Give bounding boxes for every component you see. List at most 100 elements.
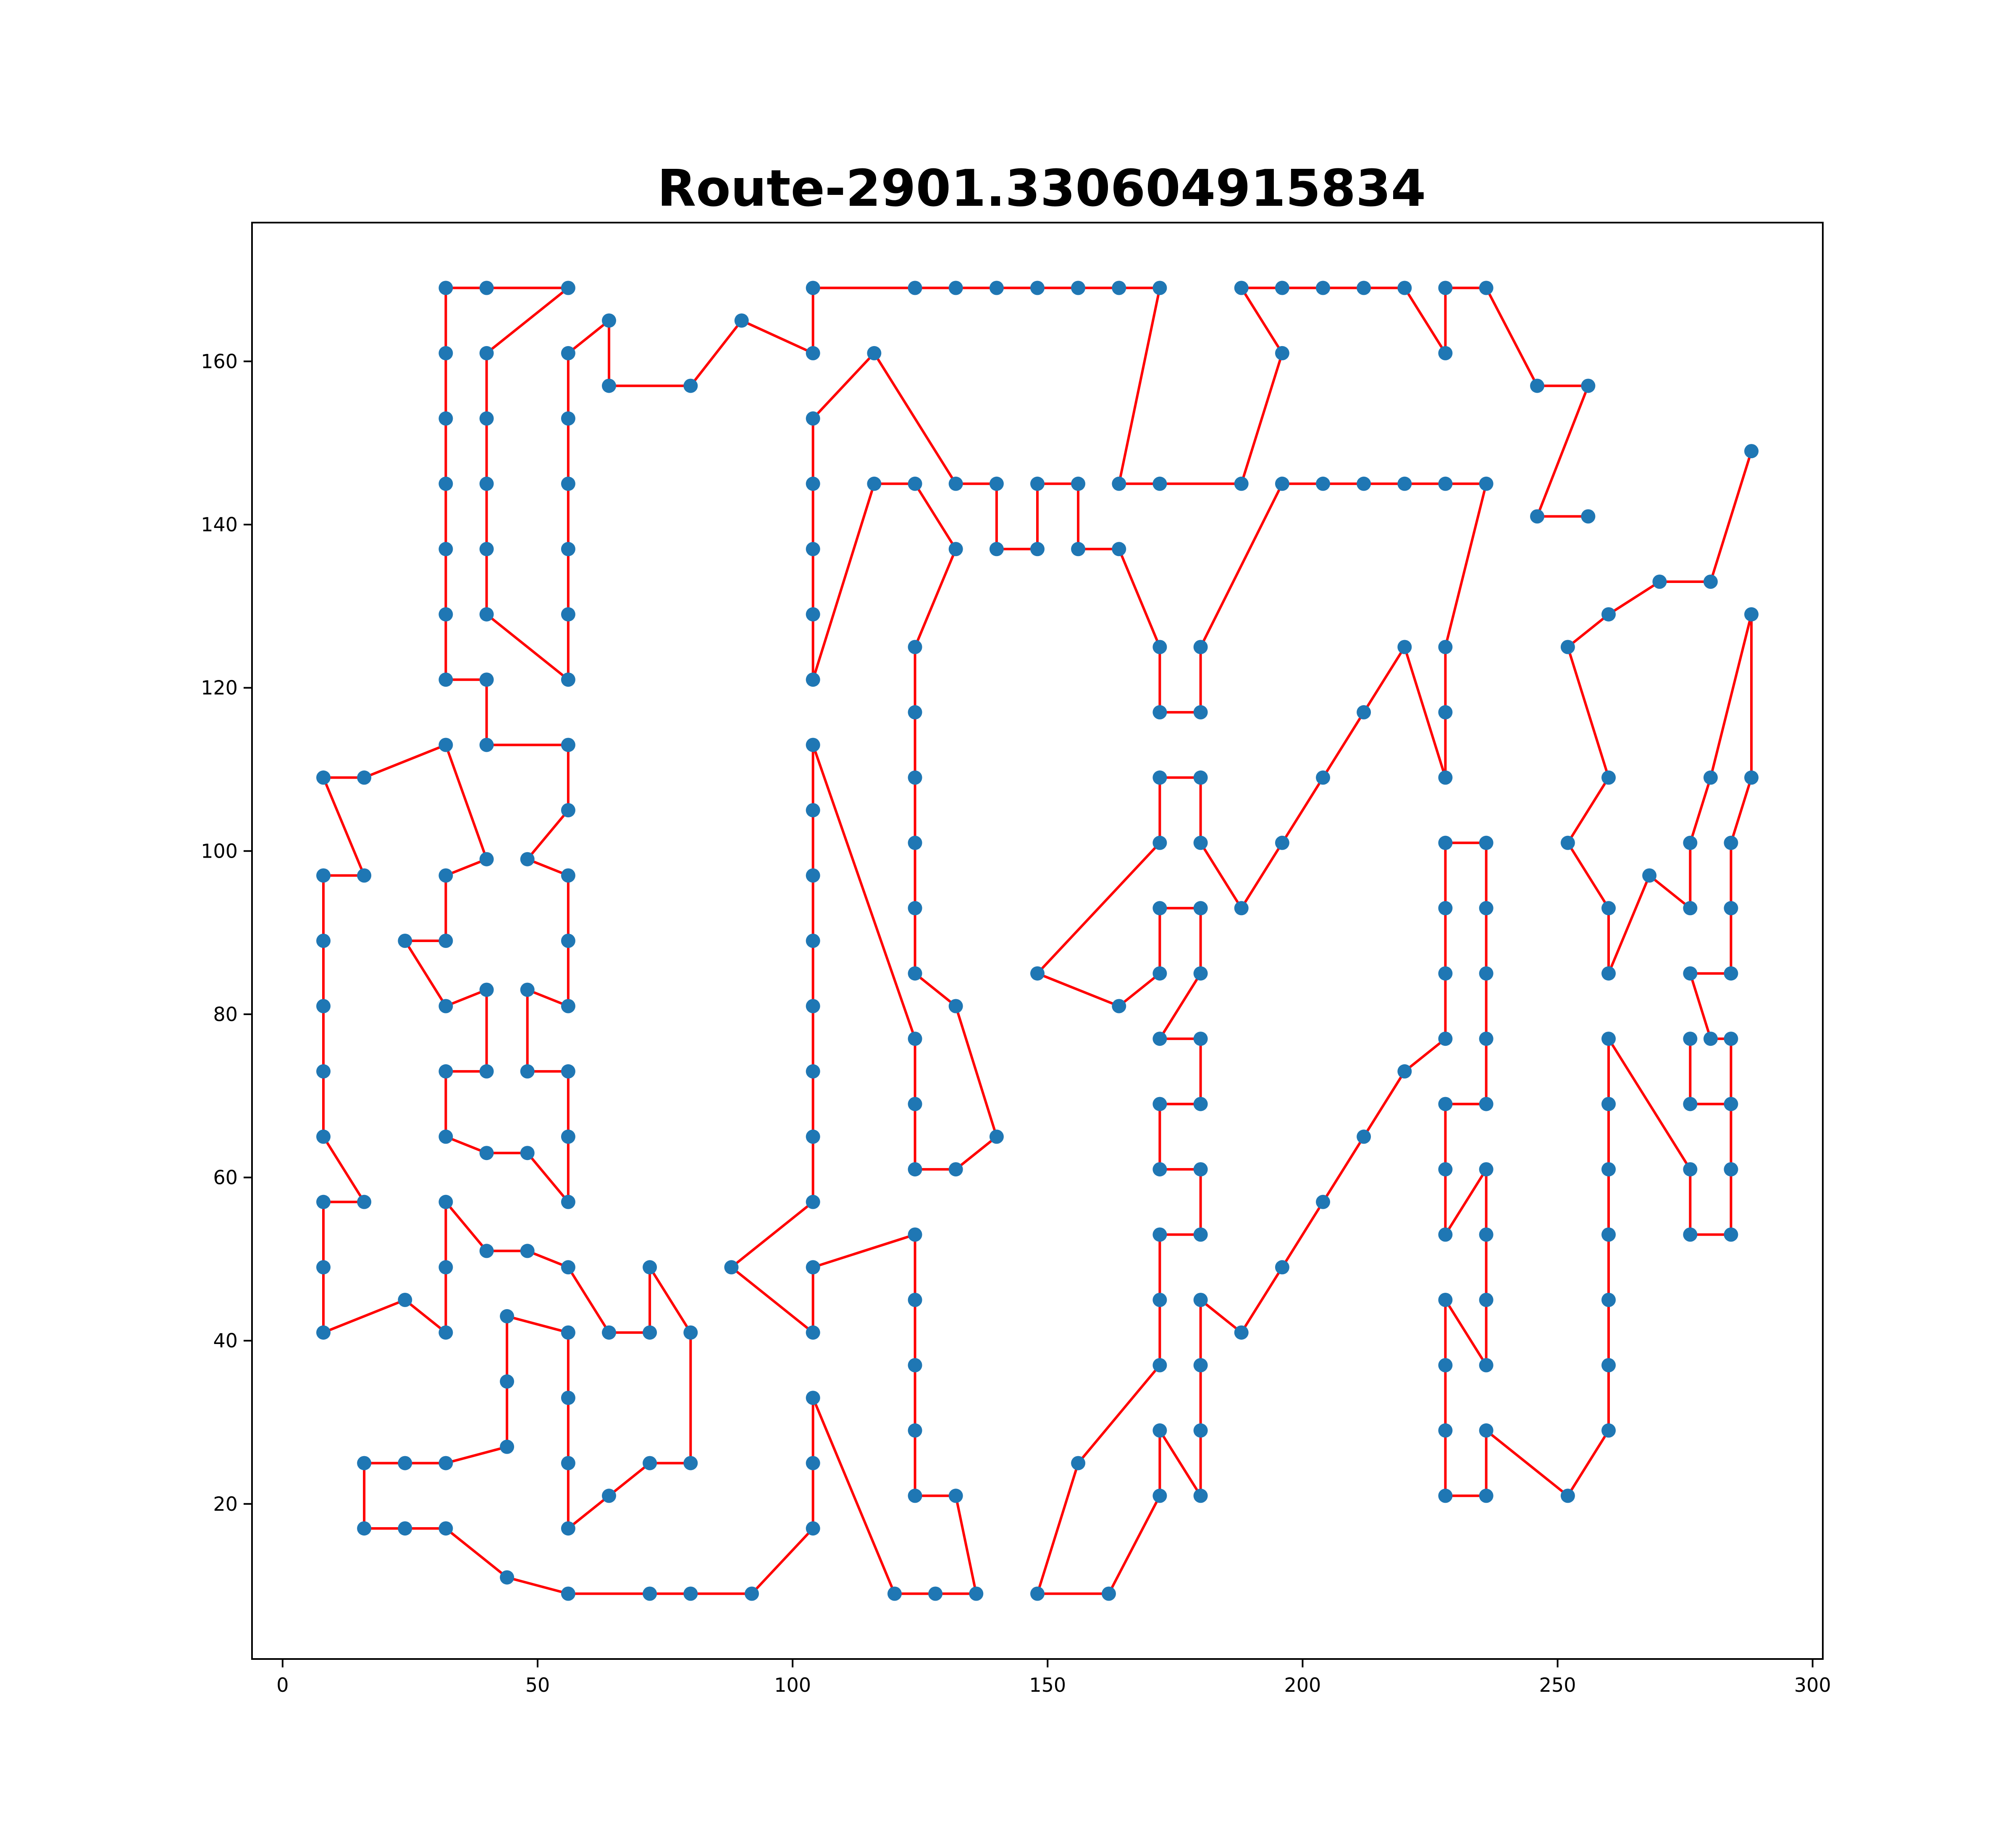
route-point bbox=[1234, 281, 1249, 295]
route-point bbox=[1357, 476, 1371, 491]
x-tick-label: 150 bbox=[1029, 1674, 1066, 1696]
route-point bbox=[1601, 1423, 1616, 1438]
route-point bbox=[1152, 1097, 1167, 1111]
route-point bbox=[1703, 575, 1718, 589]
route-point bbox=[316, 1325, 331, 1340]
route-point bbox=[908, 476, 922, 491]
route-point bbox=[1724, 1227, 1738, 1242]
route-point bbox=[908, 1032, 922, 1046]
route-point bbox=[806, 1325, 820, 1340]
route-point bbox=[316, 770, 331, 785]
route-point bbox=[1683, 1097, 1698, 1111]
route-point bbox=[561, 411, 575, 426]
route-point bbox=[1601, 1227, 1616, 1242]
route-point bbox=[683, 1325, 698, 1340]
route-point bbox=[1193, 1488, 1208, 1503]
route-point bbox=[1193, 1358, 1208, 1373]
route-point bbox=[928, 1586, 943, 1601]
route-point bbox=[1275, 1260, 1289, 1275]
route-point bbox=[1683, 1227, 1698, 1242]
route-point bbox=[806, 1391, 820, 1405]
route-point bbox=[806, 607, 820, 622]
route-point bbox=[1438, 1293, 1453, 1307]
route-point bbox=[438, 738, 453, 752]
route-point bbox=[316, 1064, 331, 1079]
route-point bbox=[561, 803, 575, 818]
route-point bbox=[908, 1162, 922, 1177]
route-point bbox=[806, 672, 820, 687]
route-point bbox=[1071, 281, 1086, 295]
route-point bbox=[1275, 346, 1289, 360]
route-point bbox=[908, 1293, 922, 1307]
route-point bbox=[398, 1521, 412, 1536]
x-axis: 0 50 100 150 200 250 300 bbox=[276, 1659, 1831, 1696]
route-point bbox=[1152, 966, 1167, 981]
route-point bbox=[1479, 1227, 1494, 1242]
route-point bbox=[479, 982, 494, 997]
route-point bbox=[316, 1129, 331, 1144]
route-point bbox=[1193, 640, 1208, 654]
route-point bbox=[1152, 476, 1167, 491]
y-tick-label: 120 bbox=[201, 677, 238, 699]
route-point bbox=[806, 1064, 820, 1079]
route-point bbox=[438, 411, 453, 426]
route-point bbox=[1193, 1032, 1208, 1046]
route-point bbox=[1560, 640, 1575, 654]
y-tick-label: 60 bbox=[213, 1166, 238, 1189]
route-point bbox=[438, 281, 453, 295]
route-point bbox=[479, 476, 494, 491]
route-point bbox=[561, 934, 575, 948]
route-point bbox=[1193, 966, 1208, 981]
route-point bbox=[1112, 281, 1126, 295]
route-point bbox=[1234, 901, 1249, 916]
route-point bbox=[908, 281, 922, 295]
route-point bbox=[520, 852, 535, 866]
route-point bbox=[500, 1570, 514, 1585]
route-point bbox=[520, 1064, 535, 1079]
route-point bbox=[806, 934, 820, 948]
x-tick-label: 50 bbox=[525, 1674, 550, 1696]
route-point bbox=[908, 1358, 922, 1373]
route-point bbox=[1152, 1162, 1167, 1177]
route-point bbox=[1601, 901, 1616, 916]
route-point bbox=[1744, 607, 1759, 622]
route-point bbox=[1438, 1227, 1453, 1242]
route-point bbox=[1724, 1162, 1738, 1177]
route-point bbox=[1030, 1586, 1045, 1601]
route-point bbox=[1703, 1032, 1718, 1046]
route-point bbox=[1397, 1064, 1412, 1079]
route-point bbox=[989, 1129, 1004, 1144]
route-point bbox=[1744, 444, 1759, 459]
route-point bbox=[1316, 1194, 1330, 1209]
route-point bbox=[806, 868, 820, 883]
route-point bbox=[867, 346, 882, 360]
route-point bbox=[316, 999, 331, 1013]
route-point bbox=[1479, 901, 1494, 916]
route-point bbox=[479, 738, 494, 752]
route-point bbox=[1357, 705, 1371, 719]
route-points-group bbox=[316, 281, 1759, 1601]
route-point bbox=[1479, 1097, 1494, 1111]
route-point bbox=[1438, 346, 1453, 360]
route-point bbox=[438, 672, 453, 687]
route-point bbox=[948, 281, 963, 295]
route-point bbox=[1316, 476, 1330, 491]
route-point bbox=[1152, 281, 1167, 295]
route-point bbox=[1438, 705, 1453, 719]
route-point bbox=[520, 982, 535, 997]
route-point bbox=[1193, 1162, 1208, 1177]
route-point bbox=[561, 1260, 575, 1275]
route-point bbox=[1530, 378, 1544, 393]
y-axis: 20 40 60 80 100 120 140 160 bbox=[201, 350, 252, 1515]
route-point bbox=[1479, 1488, 1494, 1503]
route-point bbox=[438, 1260, 453, 1275]
route-point bbox=[316, 1260, 331, 1275]
route-point bbox=[1601, 1097, 1616, 1111]
route-point bbox=[806, 738, 820, 752]
route-point bbox=[1438, 1423, 1453, 1438]
route-point bbox=[1030, 281, 1045, 295]
route-point bbox=[1275, 835, 1289, 850]
route-point bbox=[1683, 901, 1698, 916]
